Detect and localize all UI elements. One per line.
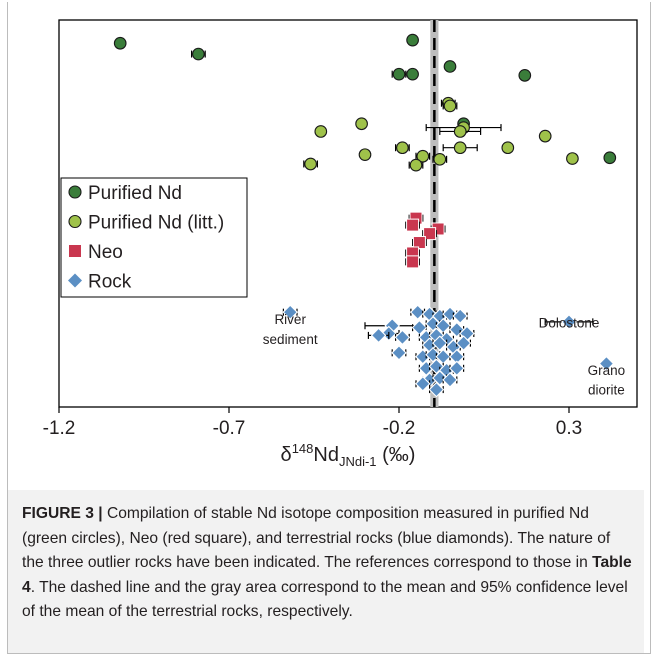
rock-point bbox=[409, 304, 426, 320]
purified-nd-litt-point bbox=[433, 152, 447, 166]
purified-nd-litt-point bbox=[501, 141, 515, 155]
purified-nd-point bbox=[113, 36, 127, 50]
purified-nd-point bbox=[603, 151, 617, 165]
legend-marker bbox=[68, 214, 82, 229]
scatter-chart: -1.2 -0.7 -0.2 0.3 Dolostone River sediment Gr… bbox=[43, 19, 638, 469]
purified-nd-point bbox=[518, 68, 532, 82]
neo-point bbox=[406, 218, 420, 232]
rock-point bbox=[394, 329, 411, 346]
purified-nd-point bbox=[192, 47, 205, 61]
rock-point bbox=[598, 355, 615, 372]
rock-point bbox=[415, 376, 431, 392]
purified-nd-litt-point bbox=[453, 125, 467, 138]
rock-point bbox=[455, 335, 472, 351]
neo-point bbox=[406, 255, 420, 269]
purified-nd-litt-point bbox=[453, 141, 467, 155]
rock-point bbox=[442, 372, 458, 388]
rock-point bbox=[370, 327, 387, 344]
x-axis-label: δ148NdJNdi-1 (‰) bbox=[281, 441, 416, 469]
legend-marker bbox=[68, 273, 82, 288]
x-tick-label: 0.3 bbox=[556, 418, 582, 439]
caption-text-1: Compilation of stable Nd isotope composi… bbox=[22, 505, 611, 571]
purified-nd-litt-point bbox=[355, 117, 368, 131]
legend-marker bbox=[69, 245, 81, 257]
legend-box bbox=[60, 177, 248, 298]
purified-nd-litt-point bbox=[538, 129, 552, 143]
rock-point bbox=[428, 381, 445, 398]
legend-label: Purified Nd bbox=[88, 183, 182, 204]
x-tick-label: -1.2 bbox=[43, 418, 76, 439]
rock-point bbox=[282, 304, 298, 320]
purified-nd-litt-point bbox=[358, 148, 372, 162]
purified-nd-point bbox=[406, 33, 419, 47]
purified-nd-litt-point bbox=[396, 141, 409, 155]
purified-nd-litt-point bbox=[443, 99, 457, 113]
purified-nd-point bbox=[406, 67, 419, 81]
purified-nd-litt-point bbox=[566, 152, 579, 165]
neo-point bbox=[412, 236, 426, 250]
legend-label: Neo bbox=[88, 242, 123, 263]
legend-marker bbox=[68, 185, 82, 199]
rock-point bbox=[452, 308, 468, 324]
figure-frame bbox=[7, 2, 651, 654]
x-tick-label: -0.7 bbox=[213, 418, 246, 439]
rock-point bbox=[449, 360, 465, 377]
legend-label: Rock bbox=[88, 272, 132, 293]
x-tick-label: -0.2 bbox=[383, 418, 416, 439]
caption-label: FIGURE 3 | bbox=[22, 505, 103, 522]
purified-nd-point bbox=[392, 67, 406, 81]
rock-point bbox=[432, 335, 448, 351]
outlier-annotation: diorite bbox=[588, 383, 625, 398]
legend-label: Purified Nd (litt.) bbox=[88, 213, 224, 234]
purified-nd-litt-point bbox=[314, 125, 328, 138]
purified-nd-litt-point bbox=[304, 157, 317, 171]
purified-nd-point bbox=[443, 60, 457, 73]
rock-point bbox=[561, 314, 577, 330]
caption-table-ref: Table 4 bbox=[22, 554, 632, 596]
outlier-annotation: Grano bbox=[588, 363, 626, 378]
rock-point bbox=[391, 345, 407, 361]
confidence-band bbox=[430, 20, 439, 407]
purified-nd-litt-point bbox=[409, 158, 423, 172]
outlier-annotation: sediment bbox=[263, 332, 318, 347]
figure-caption: FIGURE 3 | Compilation of stable Nd isot… bbox=[8, 490, 644, 653]
outlier-annotation: River bbox=[274, 312, 306, 327]
neo-point bbox=[423, 227, 437, 241]
caption-text-2: . The dashed line and the gray area corr… bbox=[22, 578, 628, 621]
outlier-annotation: Dolostone bbox=[539, 316, 600, 331]
